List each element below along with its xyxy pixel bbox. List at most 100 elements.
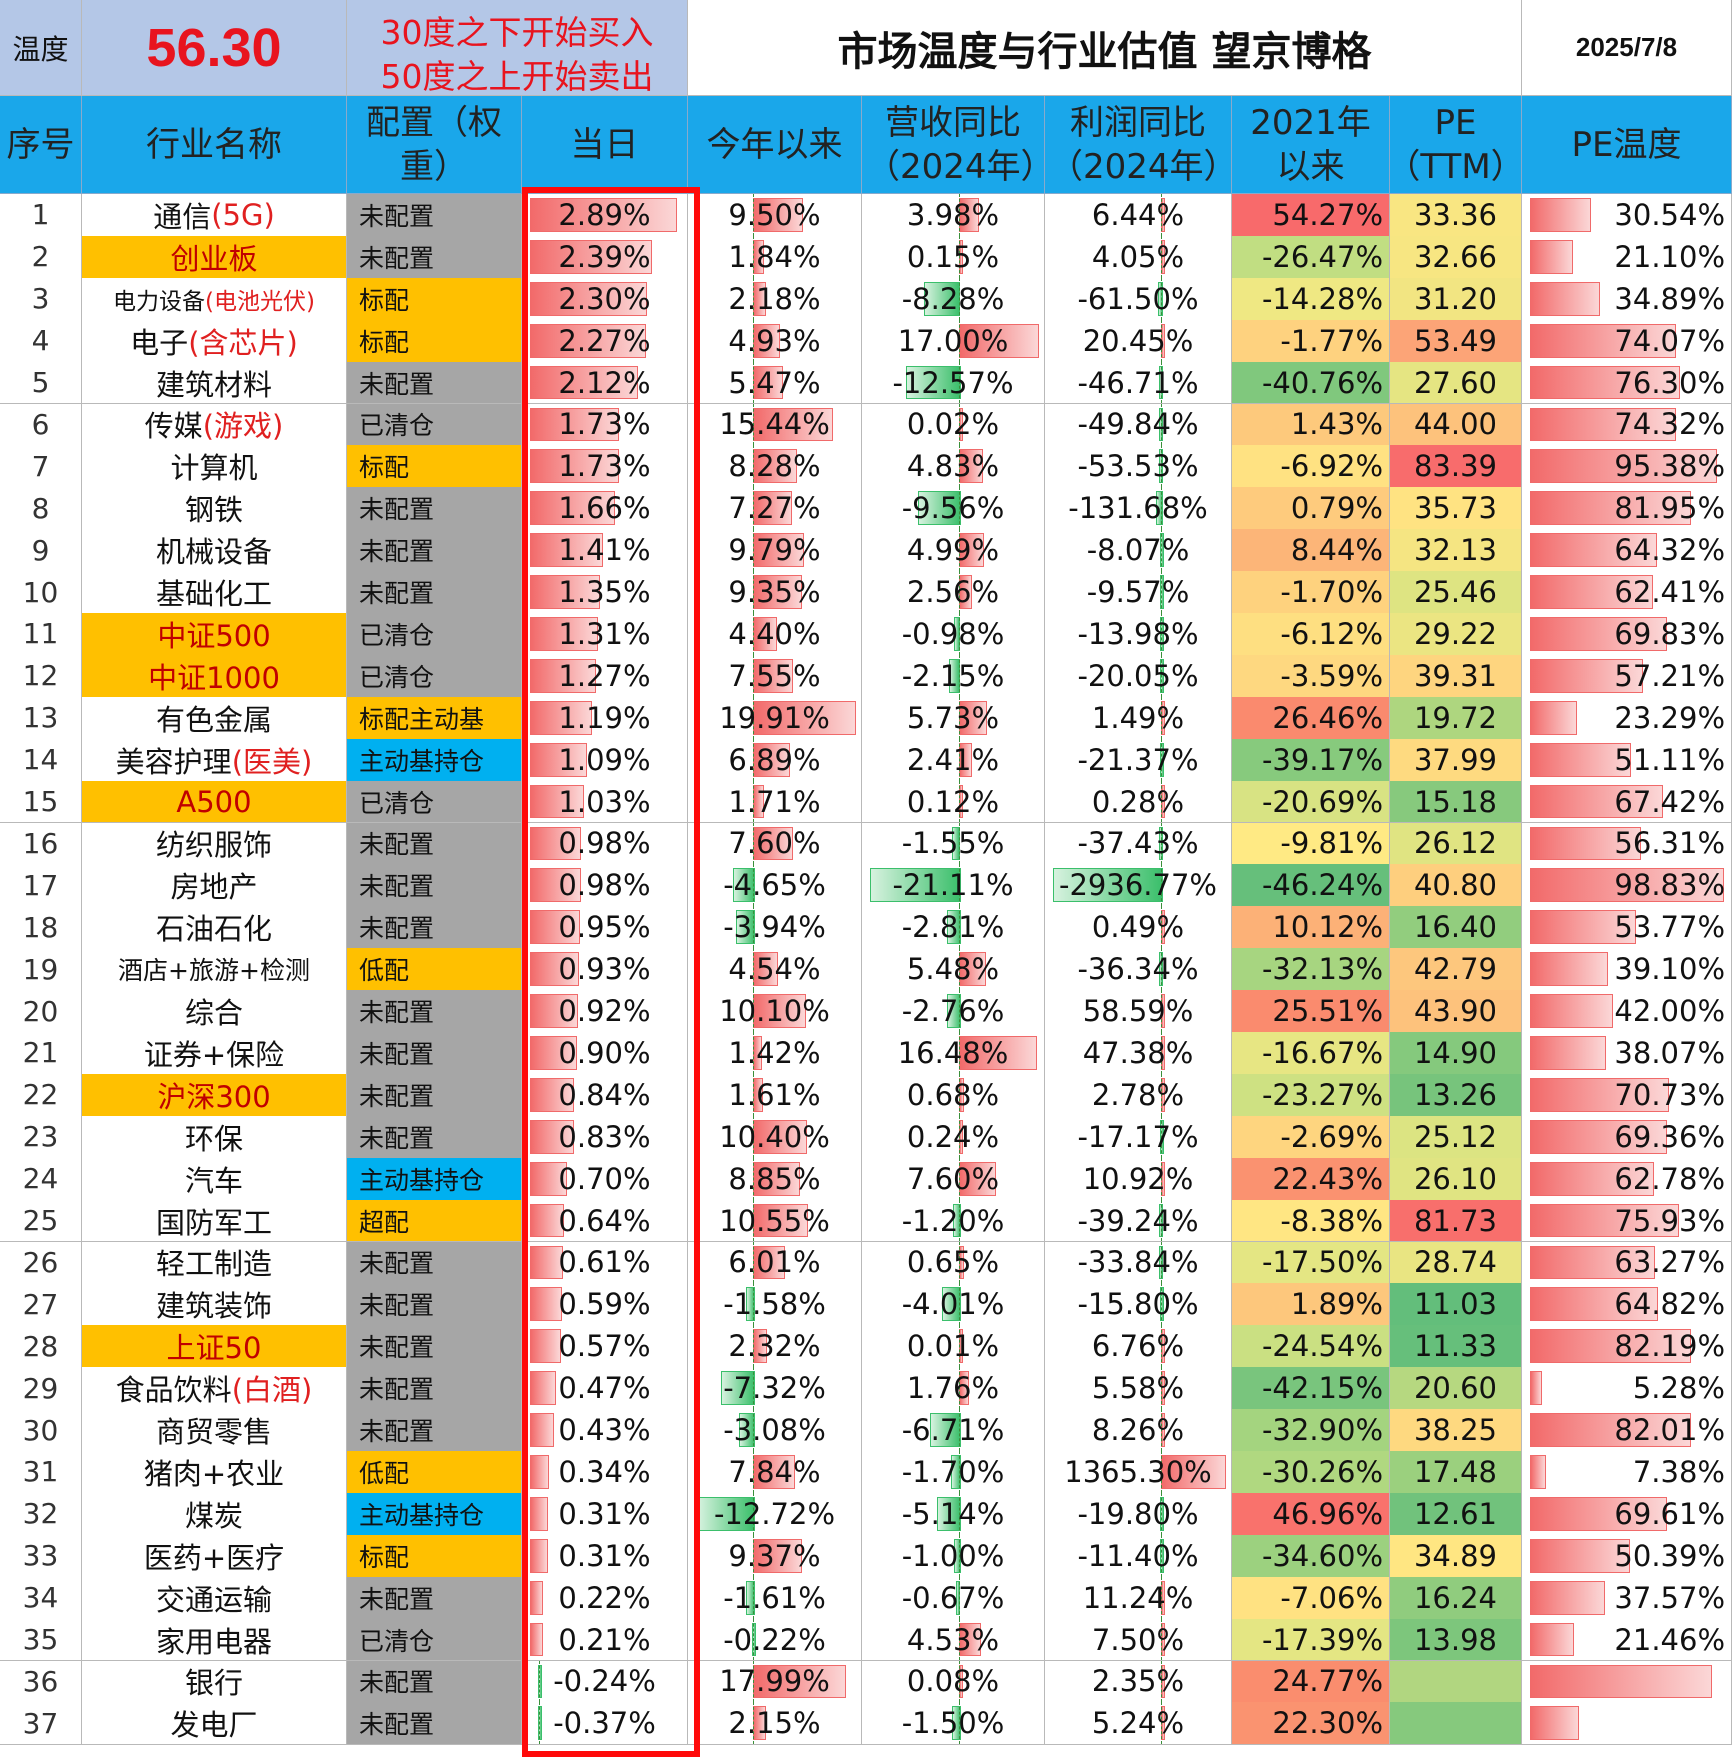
industry-name-cell: 有色金属: [82, 696, 347, 740]
revenue-yoy-cell: -0.98%: [862, 613, 1045, 656]
revenue-yoy-axis: [958, 696, 960, 739]
profit-yoy-value: 6.44%: [1091, 197, 1185, 232]
allocation-cell: 未配置: [347, 1032, 522, 1075]
pe-temperature-bar: [1530, 1413, 1692, 1447]
revenue-yoy-value: -2.81%: [901, 910, 1005, 945]
since-2021-cell: 8.44%: [1232, 529, 1390, 573]
since-2021-value: -40.76%: [1261, 365, 1383, 400]
pe-temperature-bar: [1530, 952, 1608, 987]
revenue-yoy-value: -2.76%: [901, 994, 1005, 1029]
ytd-change-cell: 5.47%: [688, 361, 862, 405]
profit-yoy-axis: [1160, 864, 1162, 907]
pe-ttm-cell: 40.80: [1390, 864, 1522, 908]
industry-name-note: (医美): [231, 744, 313, 779]
revenue-yoy-cell: -21.11%: [862, 864, 1045, 908]
today-change-value: 1.35%: [558, 575, 651, 610]
since-2021-value: 46.96%: [1272, 1496, 1383, 1531]
revenue-yoy-bar: [953, 1203, 961, 1238]
row-number: 9: [31, 533, 50, 567]
pe-temperature-cell: 69.36%: [1522, 1115, 1732, 1159]
row-number: 3: [31, 282, 50, 316]
industry-name-cell: 中证500: [82, 613, 347, 656]
revenue-yoy-bar: [951, 1455, 961, 1489]
revenue-yoy-axis: [958, 1325, 960, 1368]
profit-yoy-cell: -131.68%: [1045, 487, 1232, 531]
profit-yoy-cell: -53.53%: [1045, 445, 1232, 489]
pe-temperature-bar: [1530, 994, 1614, 1028]
allocation-text: 已清仓: [359, 1626, 435, 1656]
allocation-text: 未配置: [359, 1417, 435, 1447]
sheet-title-text: 市场温度与行业估值 望京博格: [837, 28, 1372, 75]
pe-ttm-cell: 27.60: [1390, 361, 1522, 405]
ytd-change-cell: 10.55%: [688, 1199, 862, 1243]
ytd-change-value: 9.50%: [728, 197, 821, 232]
today-change-bar: [538, 1664, 543, 1699]
allocation-cell: 已清仓: [347, 403, 522, 447]
pe-temperature-bar: [1530, 910, 1637, 945]
ytd-change-value: 7.27%: [728, 491, 821, 526]
pe-temperature-cell: 67.42%: [1522, 780, 1732, 824]
pe-ttm-value: 19.72: [1413, 700, 1498, 735]
revenue-yoy-axis: [958, 1534, 960, 1577]
revenue-yoy-bar: [958, 952, 986, 987]
revenue-yoy-value: -1.20%: [901, 1203, 1005, 1238]
allocation-text: 未配置: [359, 495, 435, 525]
since-2021-value: -3.59%: [1280, 658, 1383, 693]
row-number-cell: 31: [0, 1451, 82, 1494]
profit-yoy-axis: [1160, 277, 1162, 320]
pe-ttm-cell: 35.73: [1390, 487, 1522, 531]
profit-yoy-axis: [1160, 738, 1162, 781]
ytd-change-axis: [752, 487, 754, 530]
ytd-change-value: 19.91%: [719, 700, 830, 735]
since-2021-value: 54.27%: [1272, 197, 1383, 232]
revenue-yoy-cell: 4.53%: [862, 1618, 1045, 1662]
revenue-yoy-axis: [958, 1702, 960, 1745]
pe-temperature-bar: [1530, 1036, 1606, 1070]
allocation-cell: 低配: [347, 1451, 522, 1494]
since-2021-value: 0.79%: [1290, 491, 1383, 526]
pe-ttm-cell: 11.33: [1390, 1325, 1522, 1369]
ytd-change-value: 5.47%: [728, 365, 821, 400]
ytd-change-value: 4.40%: [728, 616, 821, 651]
industry-name: 建筑材料: [82, 362, 346, 404]
revenue-yoy-value: -1.55%: [901, 826, 1005, 861]
profit-yoy-value: -17.17%: [1077, 1119, 1199, 1154]
row-number-cell: 15: [0, 780, 82, 824]
revenue-yoy-cell: -8.28%: [862, 277, 1045, 321]
ytd-change-value: 2.32%: [728, 1329, 821, 1364]
profit-yoy-bar: [1158, 281, 1163, 316]
ytd-change-bar: [752, 1538, 803, 1573]
allocation-cell: 未配置: [347, 864, 522, 908]
today-change-cell: 0.43%: [522, 1409, 688, 1452]
allocation-text: 未配置: [359, 1039, 435, 1069]
profit-yoy-cell: -21.37%: [1045, 738, 1232, 782]
row-number: 2: [31, 240, 50, 274]
row-number-cell: 23: [0, 1115, 82, 1159]
row-number-cell: 4: [0, 319, 82, 363]
today-change-bar: [530, 1036, 577, 1070]
industry-name-text: 纺织服饰: [155, 828, 272, 863]
profit-yoy-value: 10.92%: [1082, 1161, 1194, 1196]
header-profit-yoy: 利润同比（2024年）: [1045, 96, 1232, 194]
pe-temperature-cell: 63.27%: [1522, 1241, 1732, 1285]
industry-name-cell: 食品饮料 (白酒): [82, 1367, 347, 1411]
row-number: 32: [22, 1497, 59, 1531]
pe-ttm-value: 40.80: [1413, 868, 1498, 903]
profit-yoy-value: 58.59%: [1082, 994, 1194, 1029]
since-2021-value: -2.69%: [1280, 1119, 1383, 1154]
header-allocation: 配置（权重）: [347, 96, 522, 194]
profit-yoy-value: 5.24%: [1091, 1706, 1185, 1741]
pe-ttm-cell: [1390, 1660, 1522, 1704]
pe-ttm-value: 20.60: [1413, 1371, 1498, 1406]
ytd-change-value: 7.60%: [728, 826, 821, 861]
ytd-change-value: 8.85%: [728, 1161, 821, 1196]
profit-yoy-value: -20.05%: [1077, 658, 1199, 693]
pe-temperature-value: 95.38%: [1614, 449, 1725, 484]
allocation-text: 标配: [359, 327, 410, 357]
profit-yoy-axis: [1160, 1576, 1162, 1619]
allocation-cell: 未配置: [347, 487, 522, 531]
row-number: 10: [22, 575, 59, 609]
today-change-cell: 0.34%: [522, 1451, 688, 1494]
allocation-text: 未配置: [359, 537, 435, 567]
allocation-cell: 标配: [347, 319, 522, 363]
